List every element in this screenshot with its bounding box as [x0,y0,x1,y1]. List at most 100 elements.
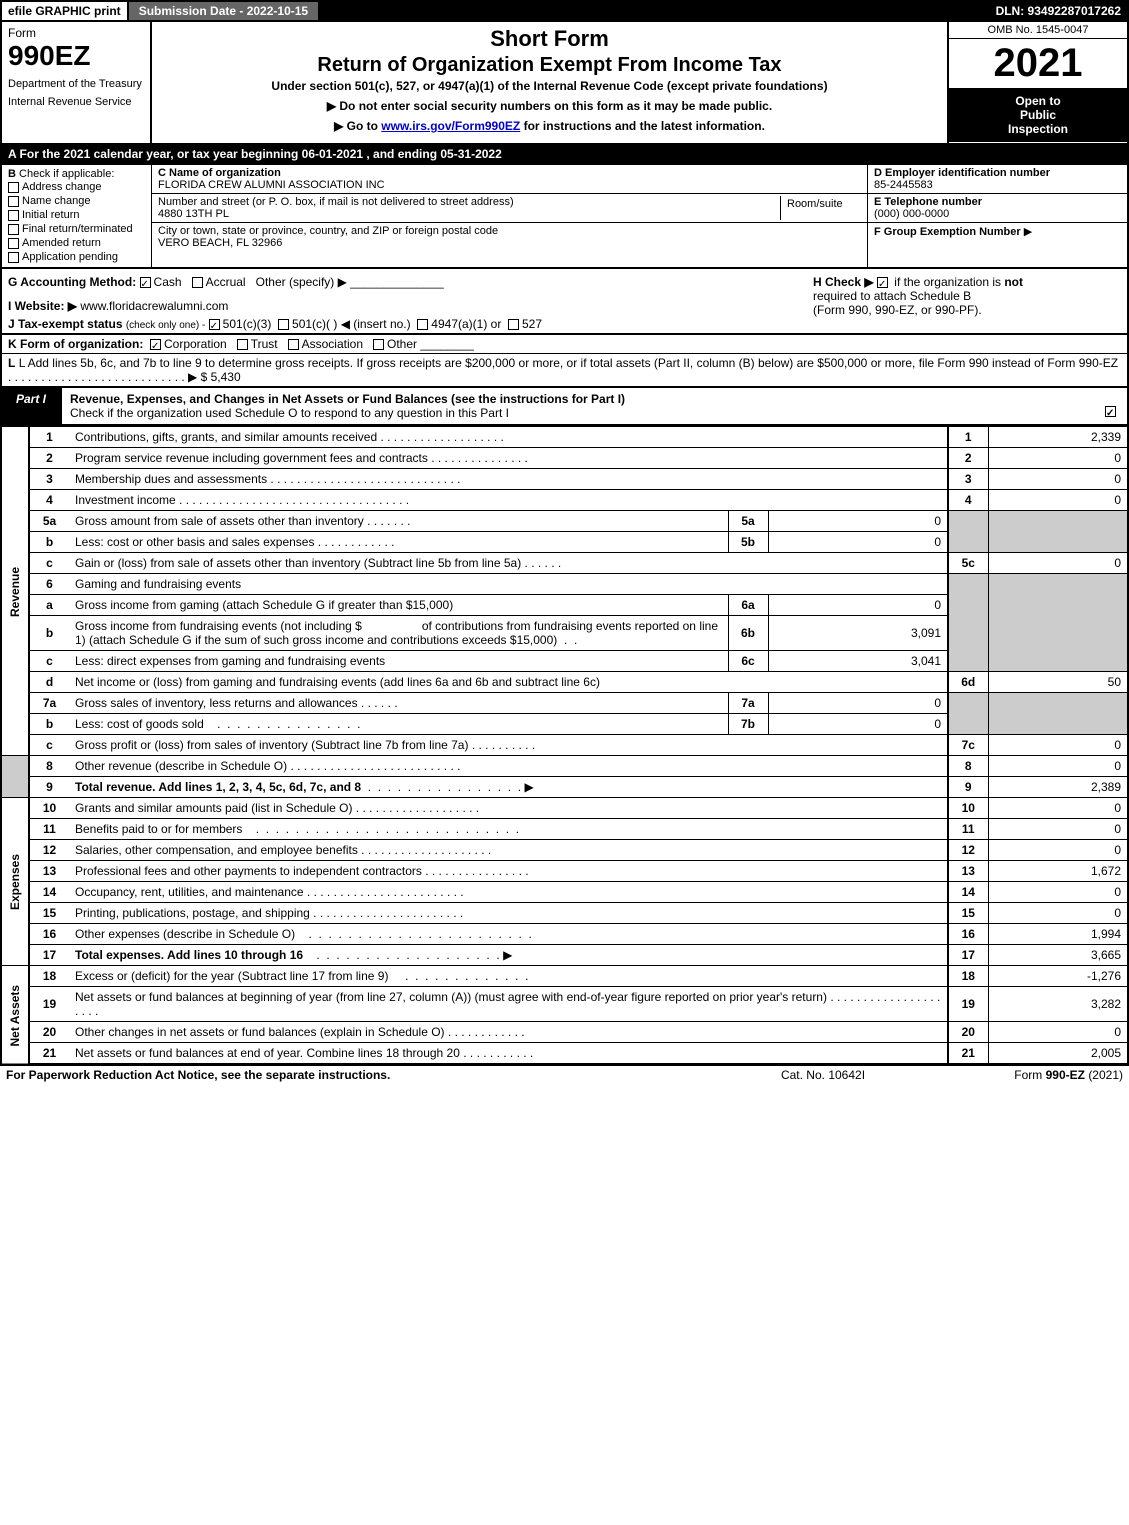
l21-cv: 2,005 [988,1043,1128,1065]
l5c-cv: 0 [988,553,1128,574]
l7c-num: c [29,735,69,756]
chk-application-pending[interactable] [8,252,19,263]
l17-desc: Total expenses. Add lines 10 through 16 [75,948,303,962]
l1-cv: 2,339 [988,427,1128,448]
chk-4947[interactable] [417,319,428,330]
l4-cn: 4 [948,490,988,511]
c-name-label: C Name of organization [158,167,861,179]
l7a-sn: 7a [728,693,768,714]
chk-assoc[interactable] [288,339,299,350]
omb-number: OMB No. 1545-0047 [949,22,1127,39]
l21-num: 21 [29,1043,69,1065]
dept-treasury: Department of the Treasury [8,78,144,90]
goto-link[interactable]: www.irs.gov/Form990EZ [381,119,520,133]
c-city-label: City or town, state or province, country… [158,225,861,237]
l6d-desc: Net income or (loss) from gaming and fun… [75,675,600,689]
l6-shade-n [948,574,988,672]
h-text1: H Check ▶ [813,275,874,289]
l11-cn: 11 [948,819,988,840]
org-name: FLORIDA CREW ALUMNI ASSOCIATION INC [158,179,861,191]
vert-expenses: Expenses [1,798,29,966]
h-row: H Check ▶ if the organization is not req… [807,269,1127,333]
l7a-num: 7a [29,693,69,714]
header-left: Form 990EZ Department of the Treasury In… [2,22,152,143]
j-opt3: 4947(a)(1) or [431,317,501,331]
l6a-sn: 6a [728,595,768,616]
chk-address-change[interactable] [8,182,19,193]
j-note: (check only one) - [126,320,205,331]
chk-name-change[interactable] [8,196,19,207]
l6-desc: Gaming and fundraising events [75,577,241,591]
part1-sub: Check if the organization used Schedule … [70,406,509,420]
l9-desc: Total revenue. Add lines 1, 2, 3, 4, 5c,… [75,780,361,794]
chk-part1-scho[interactable] [1105,406,1116,417]
submission-date: Submission Date - 2022-10-15 [127,2,320,20]
l5a-sn: 5a [728,511,768,532]
c-street-label: Number and street (or P. O. box, if mail… [158,196,780,208]
l17-num: 17 [29,945,69,966]
chk-501c3[interactable] [209,319,220,330]
l6-shade-v [988,574,1128,672]
l5c-cn: 5c [948,553,988,574]
l15-cn: 15 [948,903,988,924]
chk-501c[interactable] [278,319,289,330]
l6b-sv: 3,091 [768,616,948,651]
chk-accrual[interactable] [192,277,203,288]
l11-num: 11 [29,819,69,840]
goto-pre: ▶ Go to [334,119,381,133]
chk-final-return[interactable] [8,224,19,235]
l1-num: 1 [29,427,69,448]
l6c-sn: 6c [728,651,768,672]
chk-corp[interactable] [150,339,161,350]
l1-cn: 1 [948,427,988,448]
footer-right: Form 990-EZ (2021) [923,1068,1123,1082]
h-text4: (Form 990, 990-EZ, or 990-PF). [813,303,982,317]
l11-desc: Benefits paid to or for members [75,822,242,836]
l9-num: 9 [29,777,69,798]
l19-cv: 3,282 [988,987,1128,1022]
efile-label[interactable]: efile GRAPHIC print [2,2,127,20]
c-room-label: Room/suite [781,196,861,220]
l16-desc: Other expenses (describe in Schedule O) [75,927,295,941]
l6c-num: c [29,651,69,672]
l20-desc: Other changes in net assets or fund bala… [75,1025,445,1039]
chk-initial-return[interactable] [8,210,19,221]
h-text3: required to attach Schedule B [813,289,971,303]
g-other: Other (specify) ▶ [256,275,347,289]
l7b-sv: 0 [768,714,948,735]
open-line1: Open to [953,94,1123,108]
j-row: J Tax-exempt status (check only one) - 5… [8,317,801,331]
l7-shade-n [948,693,988,735]
chk-amended-return[interactable] [8,238,19,249]
chk-h[interactable] [877,277,888,288]
l20-cv: 0 [988,1022,1128,1043]
b-item-4: Amended return [22,237,101,249]
l19-num: 19 [29,987,69,1022]
open-line3: Inspection [953,122,1123,136]
ein-value: 85-2445583 [874,179,1121,191]
vert-revenue: Revenue [1,427,29,756]
l15-num: 15 [29,903,69,924]
chk-cash[interactable] [140,277,151,288]
chk-other-org[interactable] [373,339,384,350]
g-row: G Accounting Method: Cash Accrual Other … [8,275,801,289]
i-row: I Website: ▶ www.floridacrewalumni.com [8,299,801,313]
l15-desc: Printing, publications, postage, and shi… [75,906,310,920]
part1-title: Revenue, Expenses, and Changes in Net As… [70,392,625,406]
l5c-desc: Gain or (loss) from sale of assets other… [75,556,521,570]
l5a-desc: Gross amount from sale of assets other t… [75,514,364,528]
form-number: 990EZ [8,40,144,72]
l16-num: 16 [29,924,69,945]
l6b-num: b [29,616,69,651]
section-bcdef: B Check if applicable: Address change Na… [0,165,1129,269]
l14-cn: 14 [948,882,988,903]
l4-desc: Investment income [75,493,176,507]
l10-desc: Grants and similar amounts paid (list in… [75,801,352,815]
l18-num: 18 [29,966,69,987]
l13-cv: 1,672 [988,861,1128,882]
chk-527[interactable] [508,319,519,330]
l7c-desc: Gross profit or (loss) from sales of inv… [75,738,468,752]
chk-trust[interactable] [237,339,248,350]
l1-desc: Contributions, gifts, grants, and simila… [75,430,377,444]
l5a-num: 5a [29,511,69,532]
